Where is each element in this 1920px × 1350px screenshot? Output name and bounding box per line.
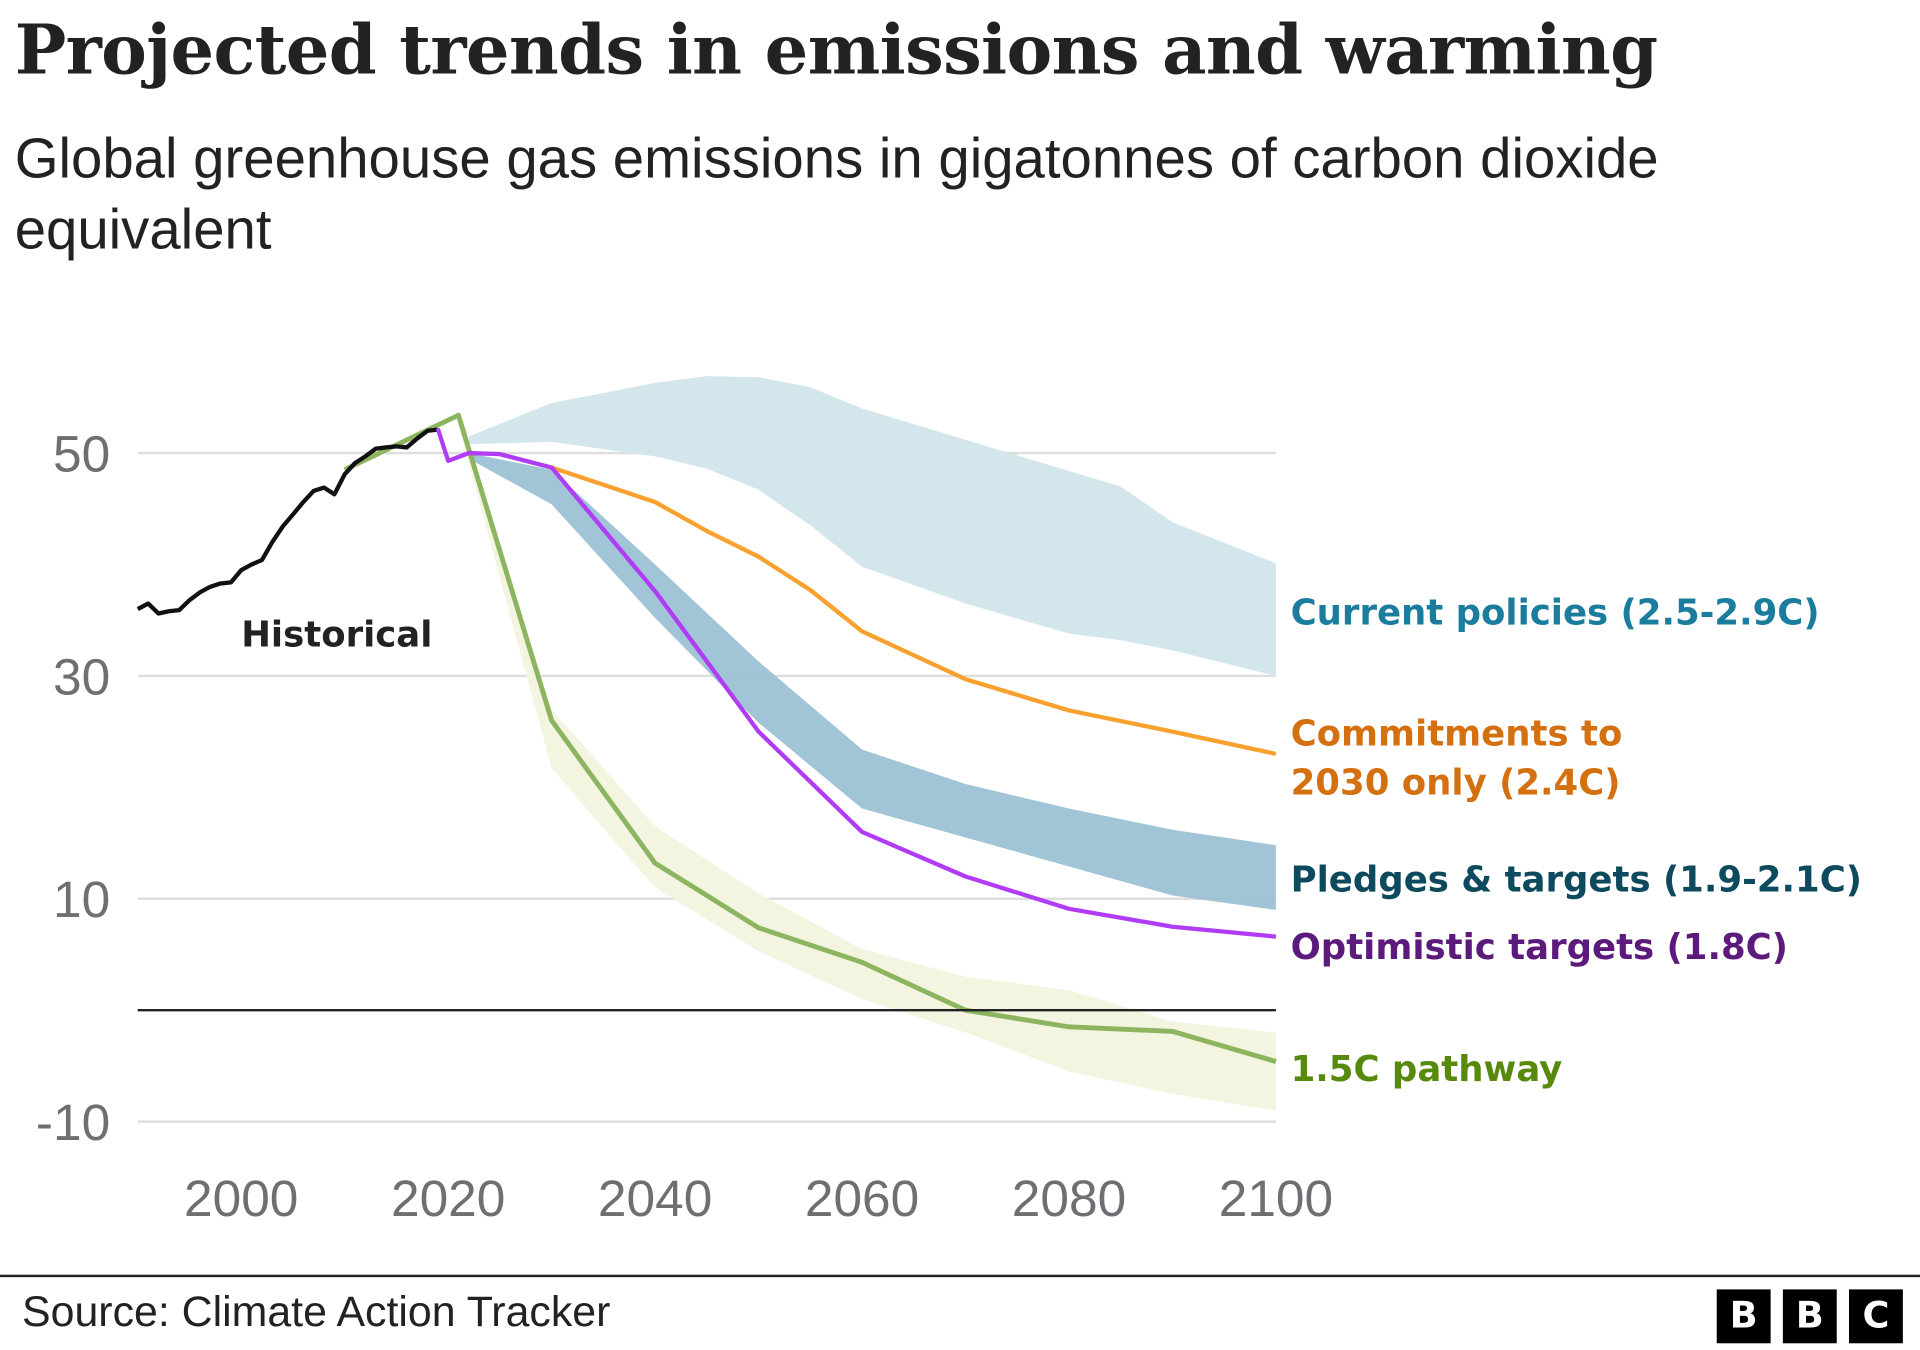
- bbc-logo-block-c: C: [1848, 1289, 1903, 1344]
- footer-divider: [0, 1274, 1920, 1278]
- series-label-optimistic-targets: Optimistic targets (1.8C): [1291, 927, 1788, 968]
- x-tick-label: 2080: [1012, 1169, 1126, 1227]
- series-label-commitments-line2: 2030 only (2.4C): [1291, 763, 1621, 804]
- band-current-policies: [468, 376, 1276, 676]
- series-label-pledges-targets: Pledges & targets (1.9-2.1C): [1291, 859, 1862, 900]
- x-tick-label: 2060: [805, 1169, 919, 1227]
- chart-plot: 50 30 10 -10 2000 2020 2040 2060 2080 2100 Histor…: [36, 376, 1862, 1227]
- annotation-historical: Historical: [241, 615, 432, 656]
- bbc-logo-block-b1: B: [1716, 1289, 1771, 1344]
- x-tick-label: 2040: [598, 1169, 712, 1227]
- line-commitments-2030: [550, 465, 1277, 757]
- series-label-commitments-line1: Commitments to: [1291, 714, 1623, 755]
- series-label-1-5c-pathway: 1.5C pathway: [1291, 1049, 1563, 1090]
- band-1-5c-pathway: [458, 419, 1276, 1111]
- chart-subtitle: Global greenhouse gas emissions in gigat…: [14, 126, 1659, 261]
- band-pledges-targets: [468, 453, 1276, 910]
- source-note: Source: Climate Action Tracker: [22, 1288, 611, 1336]
- bbc-logo-block-b2: B: [1782, 1289, 1837, 1344]
- line-historical: [136, 427, 438, 616]
- series-label-current-policies: Current policies (2.5-2.9C): [1291, 592, 1820, 633]
- line-optimistic-targets: [435, 427, 1277, 939]
- y-tick-label: -10: [36, 1093, 110, 1151]
- x-tick-label: 2100: [1219, 1169, 1333, 1227]
- y-tick-label: 30: [53, 647, 110, 705]
- y-tick-label: 50: [53, 424, 110, 482]
- x-tick-label: 2020: [391, 1169, 505, 1227]
- line-1-5c-pathway: [343, 412, 1277, 1064]
- chart-title: Projected trends in emissions and warmin…: [14, 9, 1658, 91]
- x-tick-label: 2000: [184, 1169, 298, 1227]
- y-tick-label: 10: [53, 870, 110, 928]
